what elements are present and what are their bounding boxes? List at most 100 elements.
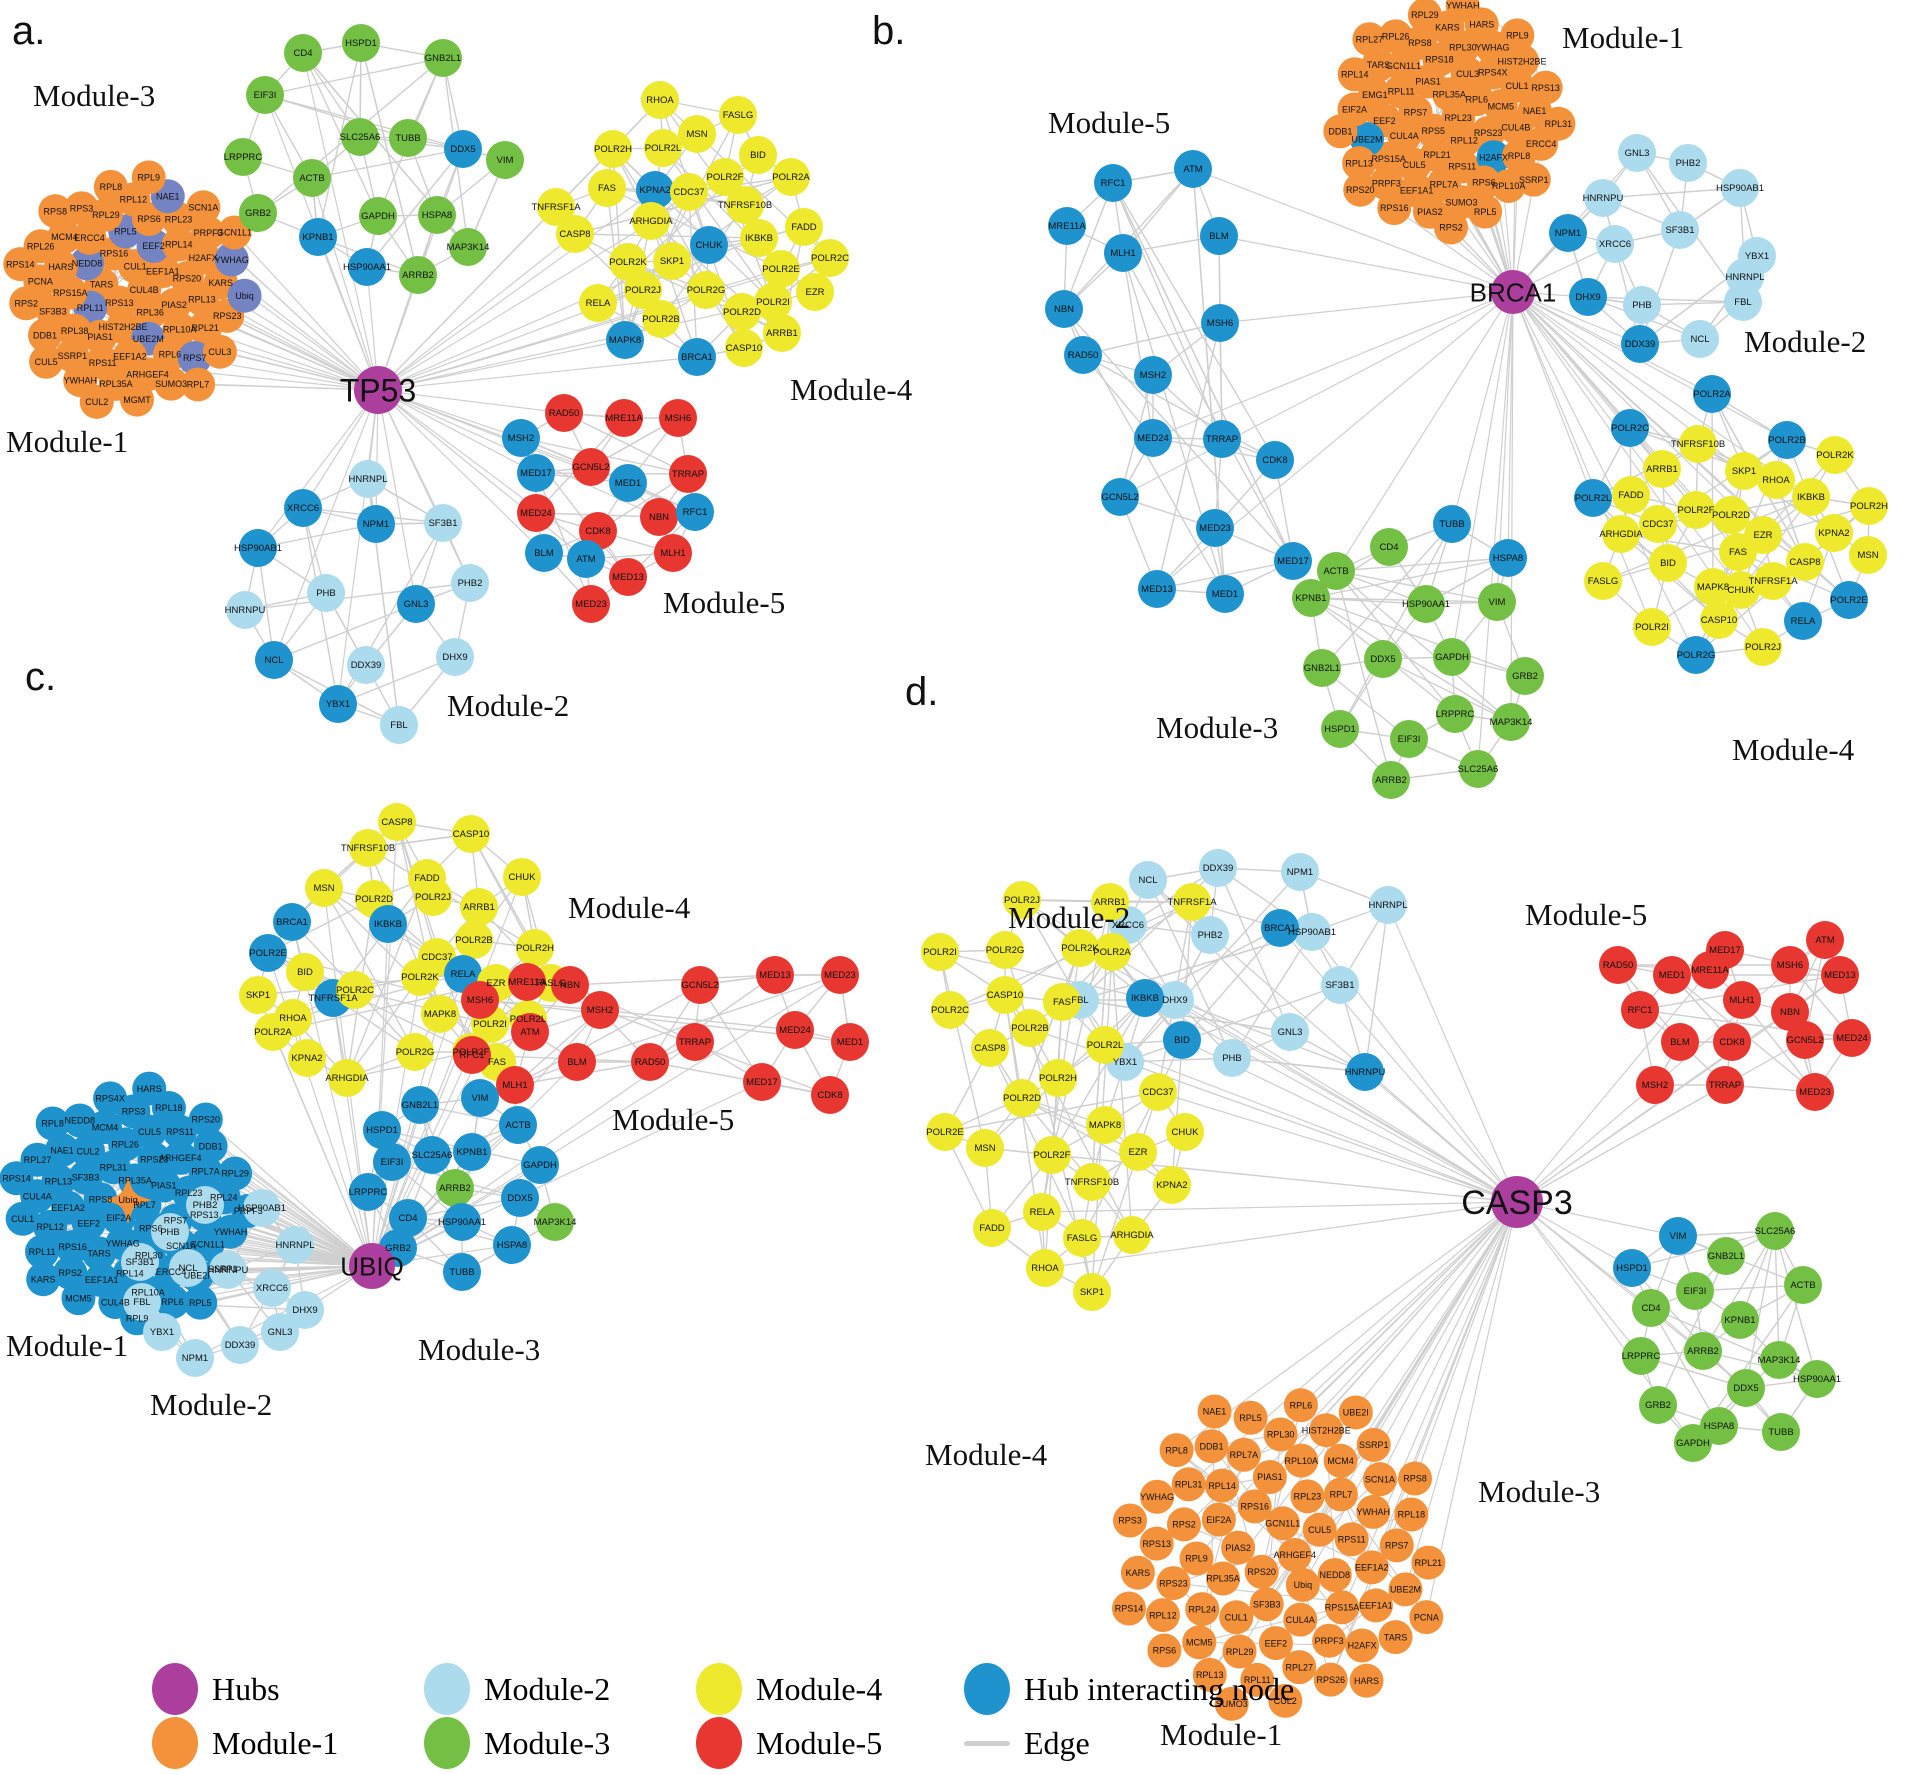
node-Ubiq[interactable] — [1285, 1567, 1320, 1602]
node-RPS16[interactable] — [1237, 1489, 1272, 1524]
node-Ubiq[interactable] — [227, 278, 262, 313]
node-POLR2A[interactable] — [254, 1013, 292, 1051]
node-RPL38[interactable] — [57, 313, 92, 348]
node-POLR2E[interactable] — [762, 250, 800, 288]
node-PRPF3[interactable] — [191, 216, 226, 251]
node-NEDD8[interactable] — [70, 246, 105, 281]
node-RPL24[interactable] — [1185, 1592, 1220, 1627]
node-RPS4X[interactable] — [93, 1081, 128, 1116]
node-KPNA2[interactable] — [636, 171, 674, 209]
node-EIF2A[interactable] — [1201, 1502, 1236, 1537]
node-POLR2E[interactable] — [249, 934, 287, 972]
node-RPS20[interactable] — [188, 1102, 223, 1137]
node-ARRB1[interactable] — [1091, 883, 1129, 921]
node-GNL3[interactable] — [1618, 134, 1656, 172]
node-MSH2[interactable] — [1636, 1066, 1674, 1104]
node-VIM[interactable] — [486, 141, 524, 179]
node-HNRNPU[interactable] — [209, 1251, 247, 1289]
node-RHOA[interactable] — [1757, 461, 1795, 499]
node-CD4[interactable] — [1370, 528, 1408, 566]
node-GCN5L2[interactable] — [1101, 478, 1139, 516]
node-HSPD1[interactable] — [1321, 710, 1359, 748]
node-GRB2[interactable] — [1639, 1386, 1677, 1424]
node-CASP8[interactable] — [1786, 543, 1824, 581]
node-FASLG[interactable] — [719, 96, 757, 134]
node-RPS16[interactable] — [55, 1230, 90, 1265]
node-RPL13[interactable] — [1342, 146, 1377, 181]
node-MED23[interactable] — [1196, 509, 1234, 547]
node-NPM1[interactable] — [1281, 853, 1319, 891]
node-HNRNPU[interactable] — [1584, 179, 1622, 217]
node-FADD[interactable] — [973, 1209, 1011, 1247]
node-YWHAH[interactable] — [1445, 0, 1480, 23]
node-MSN[interactable] — [1849, 536, 1887, 574]
node-MCM4[interactable] — [1323, 1443, 1358, 1478]
node-POLR2H[interactable] — [516, 929, 554, 967]
node-RPL11[interactable] — [1240, 1662, 1275, 1697]
node-CUL1[interactable] — [5, 1201, 40, 1236]
node-FASLG[interactable] — [1584, 562, 1622, 600]
node-MRE11A[interactable] — [1048, 207, 1086, 245]
node-RELA[interactable] — [579, 284, 617, 322]
node-RPS15A[interactable] — [1371, 141, 1406, 176]
node-SLC25A6[interactable] — [341, 118, 379, 156]
node-HSP90AB1[interactable] — [1293, 913, 1331, 951]
node-RHOA[interactable] — [641, 81, 679, 119]
node-POLR2H[interactable] — [594, 130, 632, 168]
node-TARS[interactable] — [1378, 1620, 1413, 1655]
node-KPNB1[interactable] — [1292, 579, 1330, 617]
node-GRB2[interactable] — [239, 194, 277, 232]
node-POLR2K[interactable] — [1061, 929, 1099, 967]
node-KPNA2[interactable] — [1815, 514, 1853, 552]
node-RPS14[interactable] — [1111, 1591, 1146, 1626]
node-MED13[interactable] — [1138, 570, 1176, 608]
node-RAD50[interactable] — [545, 394, 583, 432]
node-CASP8[interactable] — [971, 1029, 1009, 1067]
node-RAD50[interactable] — [1064, 336, 1102, 374]
node-TRRAP[interactable] — [676, 1023, 714, 1061]
node-MAPK8[interactable] — [1694, 568, 1732, 606]
node-RPL23[interactable] — [1290, 1479, 1325, 1514]
node-TNFRSF1A[interactable] — [1754, 562, 1792, 600]
node-HSP90AA1[interactable] — [1407, 585, 1445, 623]
node-RPS23[interactable] — [137, 1142, 172, 1177]
node-KARS[interactable] — [26, 1262, 61, 1297]
node-SUMO3[interactable] — [154, 366, 189, 401]
node-RPS6[interactable] — [1147, 1633, 1182, 1668]
node-RPL18[interactable] — [1394, 1497, 1429, 1532]
node-BLM[interactable] — [525, 534, 563, 572]
node-SCN1A[interactable] — [1362, 1462, 1397, 1497]
node-DDB1[interactable] — [1323, 114, 1358, 149]
node-MED13[interactable] — [756, 956, 794, 994]
node-ARHGDIA[interactable] — [1113, 1216, 1151, 1254]
node-POLR2J[interactable] — [414, 878, 452, 916]
node-DDB1[interactable] — [28, 318, 63, 353]
node-VIM[interactable] — [1659, 1217, 1697, 1255]
node-RPL29[interactable] — [1222, 1634, 1257, 1669]
node-RPL5[interactable] — [1233, 1400, 1268, 1435]
node-FASLG[interactable] — [1063, 1219, 1101, 1257]
node-BLM[interactable] — [1200, 217, 1238, 255]
node-POLR2E[interactable] — [926, 1113, 964, 1151]
node-MAP3K14[interactable] — [449, 228, 487, 266]
node-POLR2F[interactable] — [706, 158, 744, 196]
node-RELA[interactable] — [1023, 1193, 1061, 1231]
node-YWHAG[interactable] — [214, 242, 249, 277]
hub-node-UBIQ[interactable] — [349, 1243, 395, 1289]
node-POLR2A[interactable] — [1693, 375, 1731, 413]
node-MSH2[interactable] — [502, 419, 540, 457]
node-POLR2K[interactable] — [1816, 436, 1854, 474]
node-CUL2[interactable] — [1268, 1683, 1303, 1718]
node-DHX9[interactable] — [1569, 278, 1607, 316]
node-SUMO3[interactable] — [1214, 1686, 1249, 1721]
node-NPM1[interactable] — [176, 1339, 214, 1377]
node-MED13[interactable] — [1821, 956, 1859, 994]
node-CD4[interactable] — [1632, 1289, 1670, 1327]
node-EZR[interactable] — [796, 273, 834, 311]
node-POLR2K[interactable] — [401, 958, 439, 996]
node-BID[interactable] — [1163, 1021, 1201, 1059]
node-POLR2D[interactable] — [1003, 1079, 1041, 1117]
node-CDC37[interactable] — [1139, 1073, 1177, 1111]
node-ATM[interactable] — [1806, 921, 1844, 959]
node-DDX5[interactable] — [444, 130, 482, 168]
